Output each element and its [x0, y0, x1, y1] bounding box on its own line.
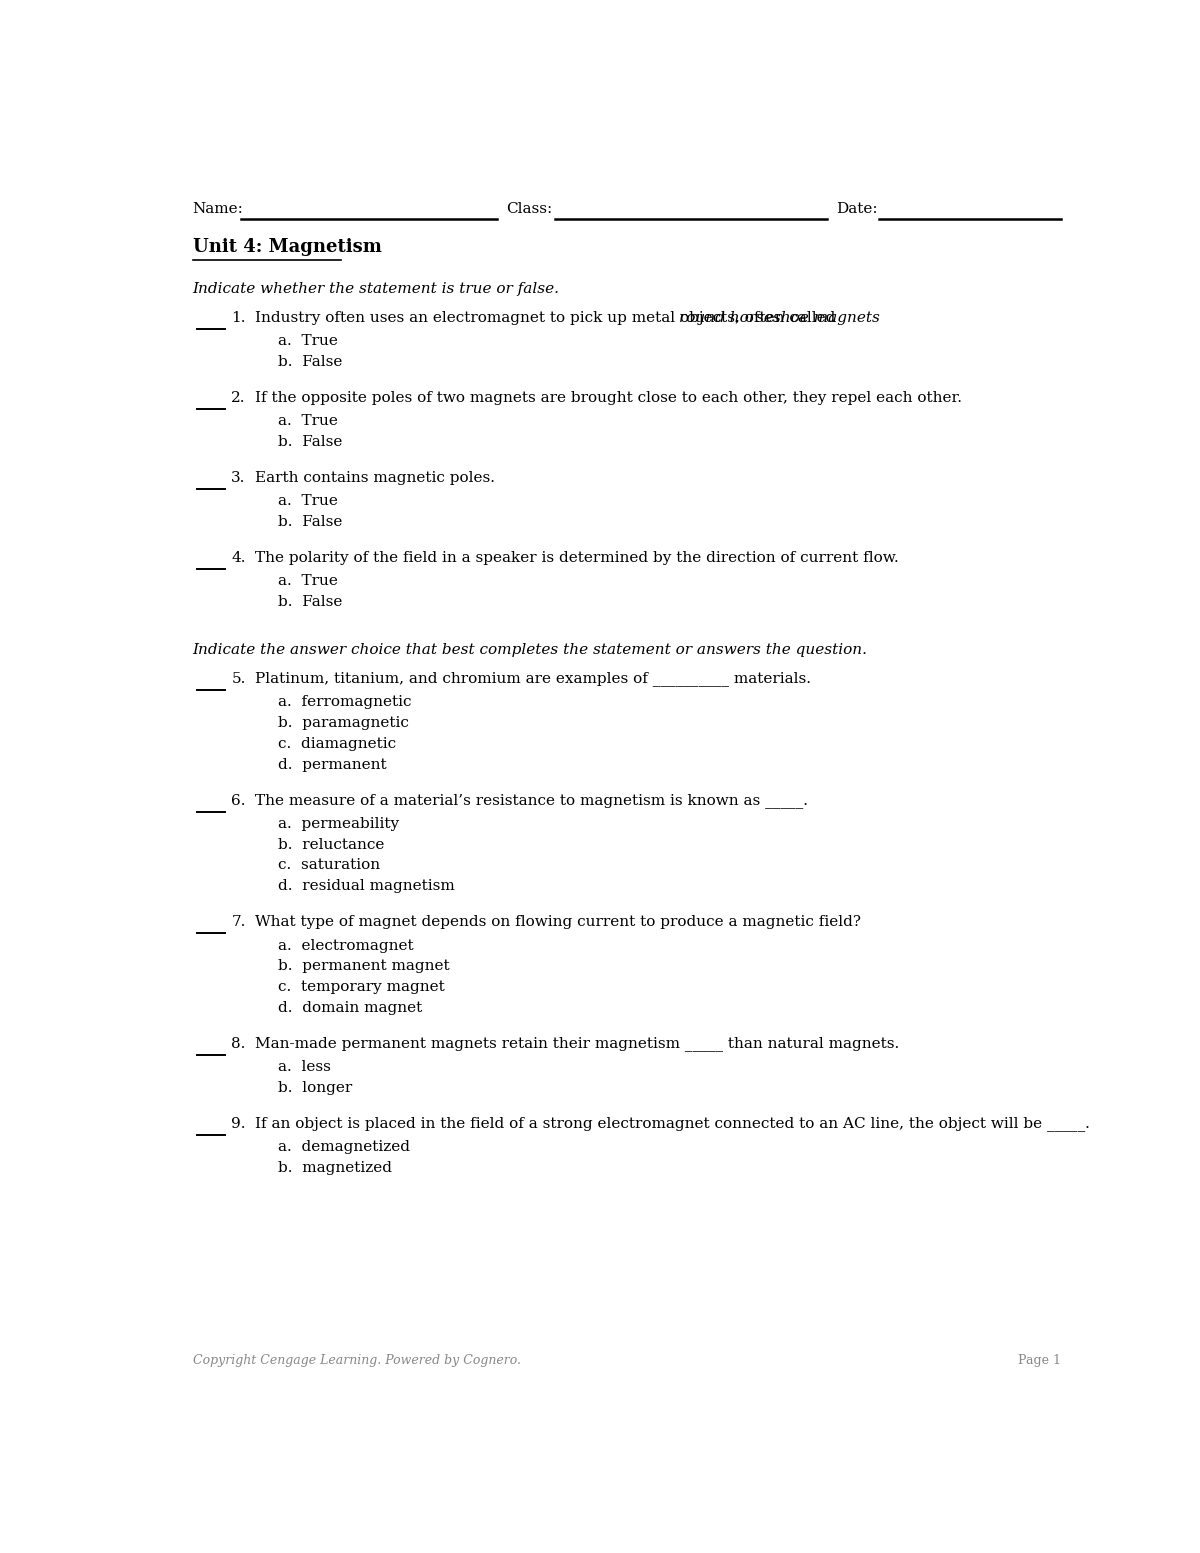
- Text: 2.: 2.: [232, 391, 246, 405]
- Text: a.  electromagnet: a. electromagnet: [278, 938, 414, 952]
- Text: a.  True: a. True: [278, 415, 337, 429]
- Text: Platinum, titanium, and chromium are examples of __________ materials.: Platinum, titanium, and chromium are exa…: [254, 671, 811, 686]
- Text: d.  permanent: d. permanent: [278, 758, 386, 772]
- Text: The polarity of the field in a speaker is determined by the direction of current: The polarity of the field in a speaker i…: [254, 551, 899, 565]
- Text: d.  residual magnetism: d. residual magnetism: [278, 879, 455, 893]
- Text: Indicate whether the statement is true or false.: Indicate whether the statement is true o…: [193, 281, 559, 295]
- Text: 7.: 7.: [232, 915, 246, 929]
- Text: d.  domain magnet: d. domain magnet: [278, 1000, 422, 1014]
- Text: a.  True: a. True: [278, 494, 337, 508]
- Text: What type of magnet depends on flowing current to produce a magnetic field?: What type of magnet depends on flowing c…: [254, 915, 860, 929]
- Text: Man-made permanent magnets retain their magnetism _____ than natural magnets.: Man-made permanent magnets retain their …: [254, 1036, 899, 1051]
- Text: If an object is placed in the field of a strong electromagnet connected to an AC: If an object is placed in the field of a…: [254, 1117, 1090, 1131]
- Text: 4.: 4.: [232, 551, 246, 565]
- Text: 5.: 5.: [232, 672, 246, 686]
- Text: b.  False: b. False: [278, 516, 342, 530]
- Text: b.  False: b. False: [278, 435, 342, 449]
- Text: b.  reluctance: b. reluctance: [278, 837, 384, 851]
- Text: 6.: 6.: [232, 794, 246, 808]
- Text: a.  ferromagnetic: a. ferromagnetic: [278, 696, 412, 710]
- Text: c.  diamagnetic: c. diamagnetic: [278, 736, 396, 750]
- Text: 8.: 8.: [232, 1037, 246, 1051]
- Text: b.  permanent magnet: b. permanent magnet: [278, 960, 450, 974]
- Text: b.  False: b. False: [278, 595, 342, 609]
- Text: a.  demagnetized: a. demagnetized: [278, 1140, 410, 1154]
- Text: Class:: Class:: [506, 202, 553, 216]
- Text: a.  True: a. True: [278, 575, 337, 589]
- Text: 3.: 3.: [232, 471, 246, 485]
- Text: b.  False: b. False: [278, 354, 342, 370]
- Text: The measure of a material’s resistance to magnetism is known as _____.: The measure of a material’s resistance t…: [254, 794, 808, 808]
- Text: a.  True: a. True: [278, 334, 337, 348]
- Text: Copyright Cengage Learning. Powered by Cognero.: Copyright Cengage Learning. Powered by C…: [193, 1354, 521, 1367]
- Text: round horseshoe magnets: round horseshoe magnets: [679, 311, 880, 325]
- Text: Industry often uses an electromagnet to pick up metal objects, often called: Industry often uses an electromagnet to …: [254, 311, 840, 325]
- Text: b.  magnetized: b. magnetized: [278, 1162, 392, 1176]
- Text: c.  temporary magnet: c. temporary magnet: [278, 980, 445, 994]
- Text: 1.: 1.: [232, 311, 246, 325]
- Text: Unit 4: Magnetism: Unit 4: Magnetism: [193, 238, 382, 256]
- Text: Name:: Name:: [193, 202, 244, 216]
- Text: Indicate the answer choice that best completes the statement or answers the ques: Indicate the answer choice that best com…: [193, 643, 868, 657]
- Text: b.  paramagnetic: b. paramagnetic: [278, 716, 409, 730]
- Text: If the opposite poles of two magnets are brought close to each other, they repel: If the opposite poles of two magnets are…: [254, 391, 961, 405]
- Text: Date:: Date:: [836, 202, 877, 216]
- Text: Earth contains magnetic poles.: Earth contains magnetic poles.: [254, 471, 494, 485]
- Text: Page 1: Page 1: [1018, 1354, 1061, 1367]
- Text: a.  less: a. less: [278, 1061, 331, 1075]
- Text: c.  saturation: c. saturation: [278, 859, 380, 873]
- Text: a.  permeability: a. permeability: [278, 817, 398, 831]
- Text: 9.: 9.: [232, 1117, 246, 1131]
- Text: b.  longer: b. longer: [278, 1081, 352, 1095]
